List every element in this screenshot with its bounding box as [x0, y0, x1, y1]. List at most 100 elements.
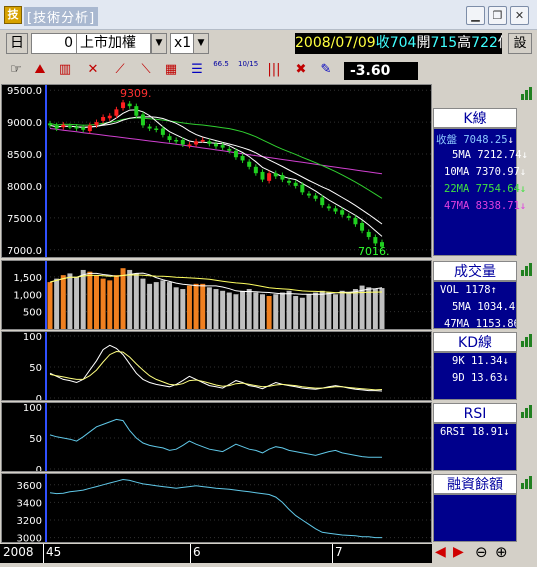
candle-body [154, 128, 159, 130]
draw-icon[interactable]: ✎ [320, 62, 332, 77]
candle-body [214, 143, 218, 147]
volume-bar [279, 292, 285, 329]
ratio-66-5-icon[interactable]: 66.5 [211, 60, 231, 80]
nav-controls: ◀ ▶ ⊖ ⊕ [433, 543, 533, 563]
grid-icon[interactable]: ▦ [164, 62, 178, 77]
settings-button[interactable]: 設 [508, 33, 532, 54]
k-chart-panel[interactable]: 9500.0 9000.0 8500.0 8000.0 7500.0 7000.0 9309… [1, 84, 432, 258]
date-label: 2008/07/09 [295, 35, 376, 51]
stock-name-field[interactable]: 上市加權 [77, 33, 151, 54]
rsi-panel[interactable]: 100 50 0 [1, 402, 432, 472]
volume-bar [359, 285, 365, 329]
rsi-legend: 6RSI 18.91↓ [433, 423, 517, 471]
candle-body [306, 193, 311, 196]
crosshair-icon[interactable]: ✕ [87, 62, 99, 77]
k-high-label: 9309. [120, 87, 152, 100]
k-y-tick: 8000.0 [7, 182, 42, 193]
margin-y-tick: 3400 [17, 498, 42, 509]
volume-bar [273, 294, 279, 329]
open-value: 715 [430, 35, 458, 51]
zoom-dropdown-icon[interactable]: ▼ [193, 33, 209, 54]
candle-body [280, 175, 285, 180]
candle-body [227, 148, 232, 151]
volume-bar [213, 289, 219, 329]
stock-dropdown-icon[interactable]: ▼ [151, 33, 167, 54]
zoom-select[interactable]: x1 [170, 33, 194, 54]
ma22-line [49, 117, 383, 199]
kd-panel-chart-icon[interactable] [520, 333, 534, 347]
candle-body [81, 127, 86, 130]
volume-panel[interactable]: 1,500 1,000 500 [1, 260, 432, 330]
volume-bar [293, 296, 299, 329]
close-label: 收 [375, 35, 390, 51]
margin-y-tick: 3200 [17, 516, 42, 527]
close-icon[interactable]: ✕ [510, 6, 529, 25]
indicator-icon[interactable]: ⛰ [34, 62, 46, 77]
volume-bar [220, 290, 226, 329]
period-button[interactable]: 日 [6, 33, 28, 54]
fan-reverse-icon[interactable]: ⟍ [141, 62, 151, 77]
high-label: 高 [457, 35, 472, 51]
fan-line-icon[interactable]: ⟋ [115, 62, 125, 77]
next-icon[interactable]: ▶ [453, 544, 464, 560]
volume-bar [173, 287, 179, 329]
candle-body [187, 144, 192, 146]
k-low-label: 7016. [358, 245, 390, 258]
delete-icon[interactable]: ✖ [295, 62, 307, 77]
prev-icon[interactable]: ◀ [435, 544, 446, 560]
margin-panel-chart-icon[interactable] [520, 475, 534, 489]
volume-bar [246, 289, 252, 329]
candle-body [326, 206, 331, 209]
stock-code-input[interactable]: 0 [31, 33, 77, 54]
legend-22ma: 22MA 7754.64↓ [444, 183, 527, 195]
zoom-in-icon[interactable]: ⊕ [495, 543, 508, 561]
chart-icon[interactable]: ▥ [58, 62, 72, 77]
restore-icon[interactable]: ❐ [488, 6, 507, 25]
pointer-icon[interactable]: ☞ [10, 62, 22, 77]
open-label: 開 [416, 35, 431, 51]
candle-body [313, 195, 318, 199]
legend-vol: VOL 1178↑ [440, 284, 497, 296]
rsi-panel-chart-icon[interactable] [520, 404, 534, 418]
margin-y-tick: 3600 [17, 481, 42, 492]
volume-bar [54, 278, 60, 329]
volume-bar [319, 290, 325, 329]
margin-y-tick: 3000 [17, 534, 42, 543]
volume-bar [180, 289, 186, 329]
vol-y-tick: 1,500 [13, 273, 42, 284]
rsi-y-tick: 50 [29, 434, 42, 445]
candle-body [247, 161, 252, 167]
vol-y-tick: 500 [23, 308, 42, 319]
candle-body [48, 123, 52, 126]
candle-body [273, 173, 278, 177]
k-panel-title: K線 [433, 108, 517, 128]
legend-close: 收盤 7048.25↓ [436, 134, 514, 146]
margin-panel[interactable]: 3600 3400 3200 3000 [1, 473, 432, 543]
rsi-y-tick: 100 [23, 403, 42, 414]
volume-bar [366, 287, 372, 329]
candle-body [114, 109, 119, 116]
kd-panel[interactable]: 100 50 0 [1, 331, 432, 401]
k-y-tick: 7000.0 [7, 246, 42, 257]
candle-body [267, 173, 272, 181]
ratio-10-15-label: 10/15 [238, 60, 259, 68]
low-label: 低 [498, 35, 502, 51]
volume-bar [127, 269, 133, 329]
candle-body [87, 125, 92, 132]
volume-bar [47, 282, 53, 329]
ratio-10-15-icon[interactable]: 10/15 [238, 60, 258, 80]
lines-icon[interactable]: ☰ [191, 62, 203, 77]
candle-body [340, 210, 345, 215]
kd-chart-svg: 100 50 0 [23, 332, 431, 400]
vol-5ma-line [49, 272, 383, 295]
title-bar: 技 [技術分析] ▁ ❐ ✕ [0, 0, 537, 30]
candle-body [360, 222, 365, 231]
k-panel-chart-icon[interactable] [520, 86, 534, 100]
candle-body [127, 103, 132, 107]
volume-legend: VOL 1178↑ 5MA 1034.42↑ 47MA 1153.86↓ [433, 281, 517, 329]
candle-body [174, 139, 179, 142]
cycle-icon[interactable]: ||| [267, 62, 281, 77]
minimize-icon[interactable]: ▁ [466, 6, 485, 25]
zoom-out-icon[interactable]: ⊖ [475, 543, 488, 561]
volume-panel-chart-icon[interactable] [520, 262, 534, 276]
